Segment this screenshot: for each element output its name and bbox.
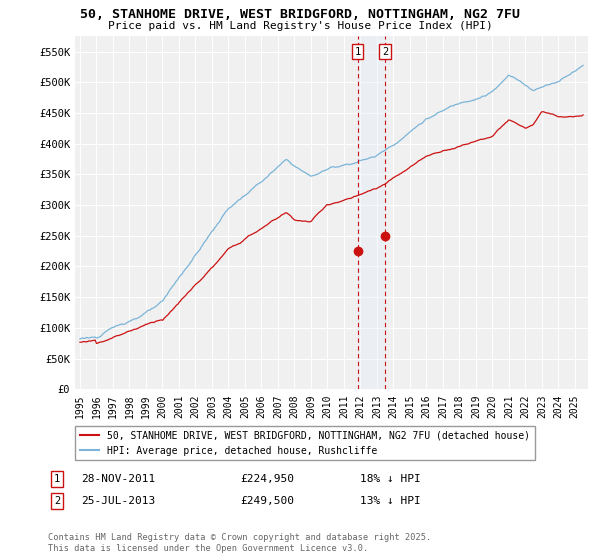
Text: £249,500: £249,500: [240, 496, 294, 506]
Text: £224,950: £224,950: [240, 474, 294, 484]
Text: 28-NOV-2011: 28-NOV-2011: [81, 474, 155, 484]
Bar: [358, 36, 385, 389]
Text: 2: 2: [54, 496, 60, 506]
Text: 25-JUL-2013: 25-JUL-2013: [81, 496, 155, 506]
Text: Price paid vs. HM Land Registry's House Price Index (HPI): Price paid vs. HM Land Registry's House …: [107, 21, 493, 31]
Text: 1: 1: [355, 46, 361, 57]
Text: 18% ↓ HPI: 18% ↓ HPI: [360, 474, 421, 484]
Legend: 50, STANHOME DRIVE, WEST BRIDGFORD, NOTTINGHAM, NG2 7FU (detached house), HPI: A: 50, STANHOME DRIVE, WEST BRIDGFORD, NOTT…: [75, 426, 535, 460]
Text: 50, STANHOME DRIVE, WEST BRIDGFORD, NOTTINGHAM, NG2 7FU: 50, STANHOME DRIVE, WEST BRIDGFORD, NOTT…: [80, 8, 520, 21]
Text: Contains HM Land Registry data © Crown copyright and database right 2025.
This d: Contains HM Land Registry data © Crown c…: [48, 533, 431, 553]
Text: 2: 2: [382, 46, 388, 57]
Text: 13% ↓ HPI: 13% ↓ HPI: [360, 496, 421, 506]
Text: 1: 1: [54, 474, 60, 484]
